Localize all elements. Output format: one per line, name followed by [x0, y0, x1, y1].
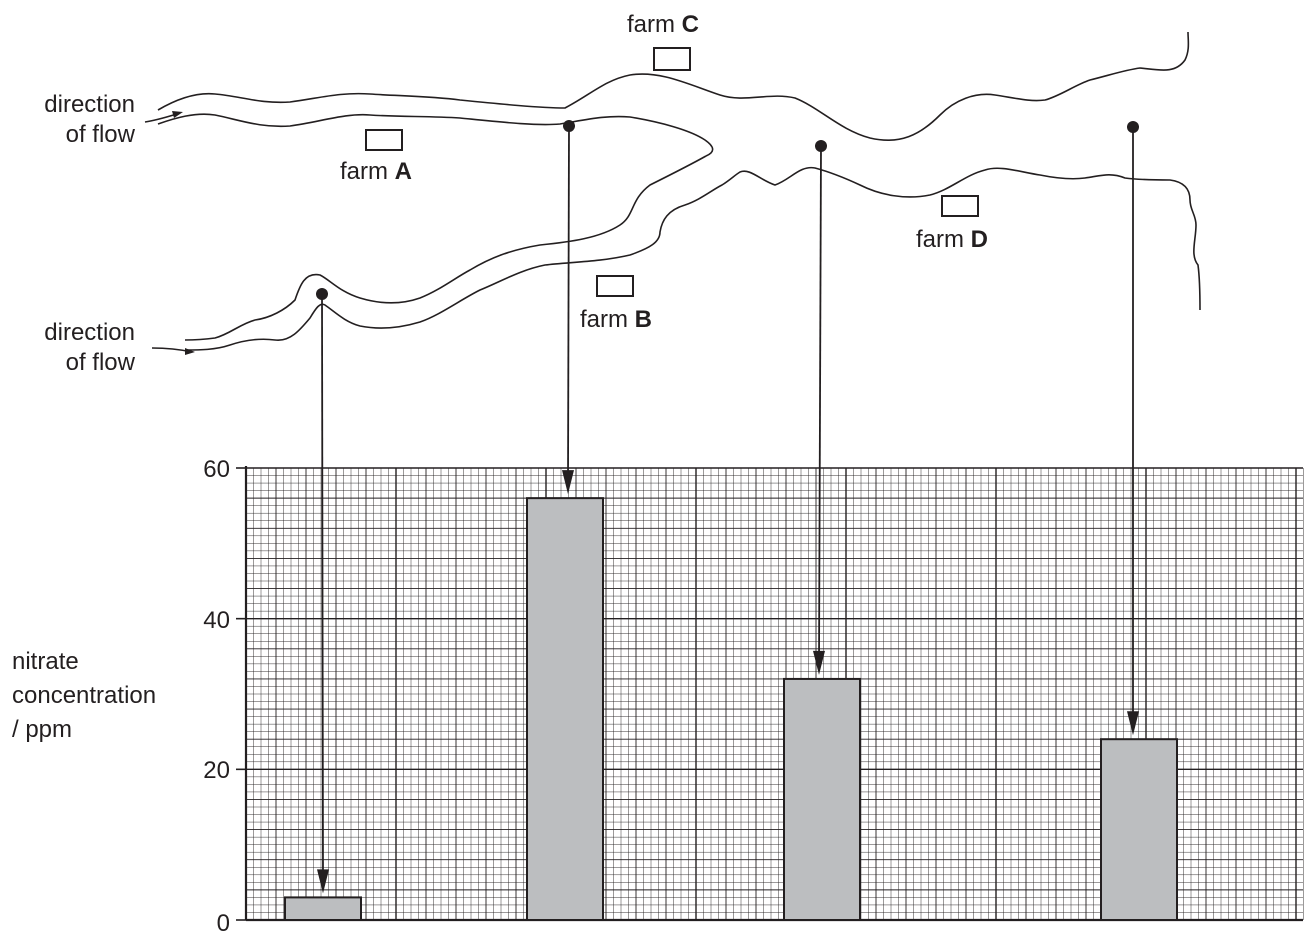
pointer-line-1: [321, 293, 324, 884]
pointer-line-2: [567, 125, 570, 485]
bar-1: [284, 896, 362, 922]
flow-label-upper-line1: direction: [44, 91, 135, 118]
farm-a-label: farm A: [340, 157, 412, 187]
flow-label-upper: direction of flow: [10, 90, 135, 150]
flow-arrow-upper-head: [172, 111, 183, 118]
y-tick-label-60: 60: [203, 456, 230, 483]
farm-d-box: [941, 195, 979, 217]
farm-b-box: [596, 275, 634, 297]
chart-bars: [284, 497, 1178, 922]
farm-c-prefix: farm: [627, 11, 675, 38]
farm-d-prefix: farm: [916, 226, 964, 253]
y-axis-label-line1: nitrate: [12, 648, 79, 675]
y-axis-label-line3: / ppm: [12, 716, 73, 743]
flow-label-lower: direction of flow: [10, 318, 135, 378]
river-map: [144, 31, 1201, 355]
river-branch-south-bank: [184, 166, 1201, 351]
flow-label-upper-line2: of flow: [65, 121, 135, 148]
flow-label-lower-line2: of flow: [65, 349, 135, 376]
bar-2: [526, 497, 604, 921]
bar-4: [1100, 738, 1178, 922]
farm-c-box: [653, 47, 691, 71]
farm-a-box: [365, 129, 403, 151]
farm-b-label: farm B: [580, 305, 652, 335]
river-branch-north-bank: [184, 155, 707, 341]
y-tick-label-20: 20: [203, 757, 230, 784]
flow-arrow-lower-head: [185, 348, 195, 355]
bar-3: [783, 677, 861, 922]
pointer-arrowhead-2: [562, 470, 574, 495]
pointer-arrowhead-3: [813, 650, 825, 675]
y-tick-label-0: 0: [216, 910, 230, 937]
farm-c-letter: C: [681, 11, 700, 38]
farm-b-letter: B: [634, 306, 653, 333]
y-tick-label-40: 40: [203, 607, 230, 634]
farm-b-prefix: farm: [580, 306, 628, 333]
river-upper-south-bank: [157, 113, 714, 157]
sampling-pointers: [316, 120, 1139, 894]
farm-d-letter: D: [970, 226, 989, 253]
pointer-line-3: [818, 145, 822, 665]
river-upper-north-bank: [157, 31, 1190, 142]
farm-a-prefix: farm: [340, 158, 388, 185]
y-axis-label-line2: concentration: [12, 682, 157, 709]
farm-d-label: farm D: [916, 225, 988, 255]
pointer-arrowhead-1: [317, 869, 329, 894]
pointer-arrowhead-4: [1127, 711, 1139, 736]
flow-label-lower-line1: direction: [44, 319, 135, 346]
farm-a-letter: A: [394, 158, 413, 185]
farm-c-label: farm C: [627, 10, 699, 40]
y-axis-label: nitrate concentration / ppm: [12, 645, 156, 747]
